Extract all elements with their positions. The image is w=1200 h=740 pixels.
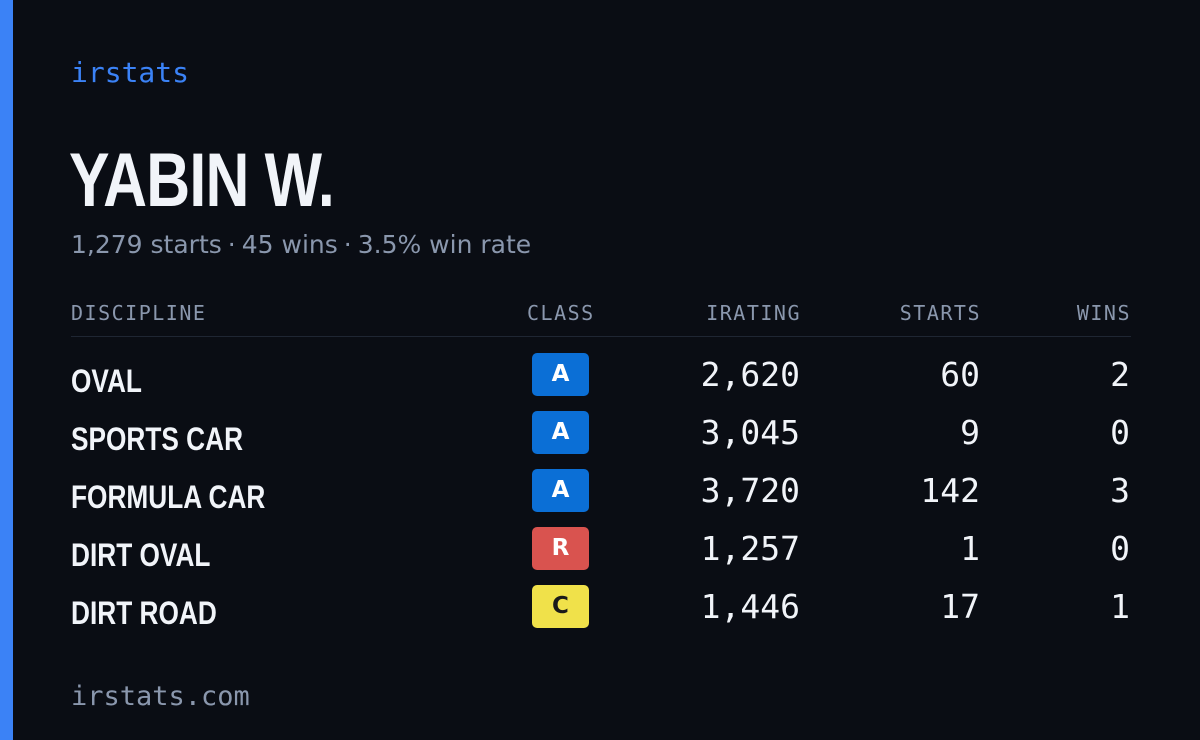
wins-value: 0 bbox=[1110, 413, 1130, 452]
starts-value: 17 bbox=[940, 587, 980, 626]
header-discipline: DISCIPLINE bbox=[71, 301, 207, 325]
table-row: DIRT ROAD C 1,446 17 1 bbox=[71, 585, 1131, 643]
brand-logo: irstats bbox=[71, 56, 190, 89]
header-irating: IRATING bbox=[706, 301, 801, 325]
starts-value: 1 bbox=[960, 529, 980, 568]
irating-value: 3,045 bbox=[700, 413, 800, 452]
header-wins: WINS bbox=[1076, 301, 1131, 325]
wins-value: 3 bbox=[1110, 471, 1130, 510]
license-class-badge: A bbox=[532, 469, 589, 512]
wins-value: 0 bbox=[1110, 529, 1130, 568]
table-header: DISCIPLINE CLASS IRATING STARTS WINS bbox=[71, 296, 1131, 337]
summary-separator: · bbox=[227, 230, 236, 259]
irating-value: 1,257 bbox=[700, 529, 800, 568]
license-class-badge: A bbox=[532, 353, 589, 396]
starts-value: 9 bbox=[960, 413, 980, 452]
license-class-badge: C bbox=[532, 585, 589, 628]
table-row: OVAL A 2,620 60 2 bbox=[71, 353, 1131, 411]
driver-name: YABIN W. bbox=[69, 138, 335, 223]
win-rate-summary: 3.5% win rate bbox=[357, 230, 532, 259]
starts-value: 60 bbox=[940, 355, 980, 394]
table-row: SPORTS CAR A 3,045 9 0 bbox=[71, 411, 1131, 469]
header-class: CLASS bbox=[527, 301, 595, 325]
discipline-table: DISCIPLINE CLASS IRATING STARTS WINS OVA… bbox=[71, 296, 1131, 631]
discipline-name: OVAL bbox=[71, 363, 142, 399]
irating-value: 3,720 bbox=[700, 471, 800, 510]
discipline-name: DIRT ROAD bbox=[71, 595, 217, 631]
license-class-badge: R bbox=[532, 527, 589, 570]
header-starts: STARTS bbox=[899, 301, 981, 325]
footer-domain: irstats.com bbox=[71, 681, 250, 712]
license-class-badge: A bbox=[532, 411, 589, 454]
summary-separator: · bbox=[343, 230, 352, 259]
discipline-name: FORMULA CAR bbox=[71, 479, 266, 515]
wins-summary: 45 wins bbox=[241, 230, 338, 259]
irating-value: 1,446 bbox=[700, 587, 800, 626]
table-row: FORMULA CAR A 3,720 142 3 bbox=[71, 469, 1131, 527]
driver-summary: 1,279 starts · 45 wins · 3.5% win rate bbox=[71, 228, 531, 262]
accent-bar bbox=[0, 0, 13, 740]
discipline-name: DIRT OVAL bbox=[71, 537, 211, 573]
starts-summary: 1,279 starts bbox=[71, 230, 222, 259]
wins-value: 1 bbox=[1110, 587, 1130, 626]
discipline-name: SPORTS CAR bbox=[71, 421, 244, 457]
irating-value: 2,620 bbox=[700, 355, 800, 394]
wins-value: 2 bbox=[1110, 355, 1130, 394]
table-row: DIRT OVAL R 1,257 1 0 bbox=[71, 527, 1131, 585]
starts-value: 142 bbox=[920, 471, 980, 510]
table-body: OVAL A 2,620 60 2 SPORTS CAR A 3,045 9 0… bbox=[71, 353, 1131, 643]
